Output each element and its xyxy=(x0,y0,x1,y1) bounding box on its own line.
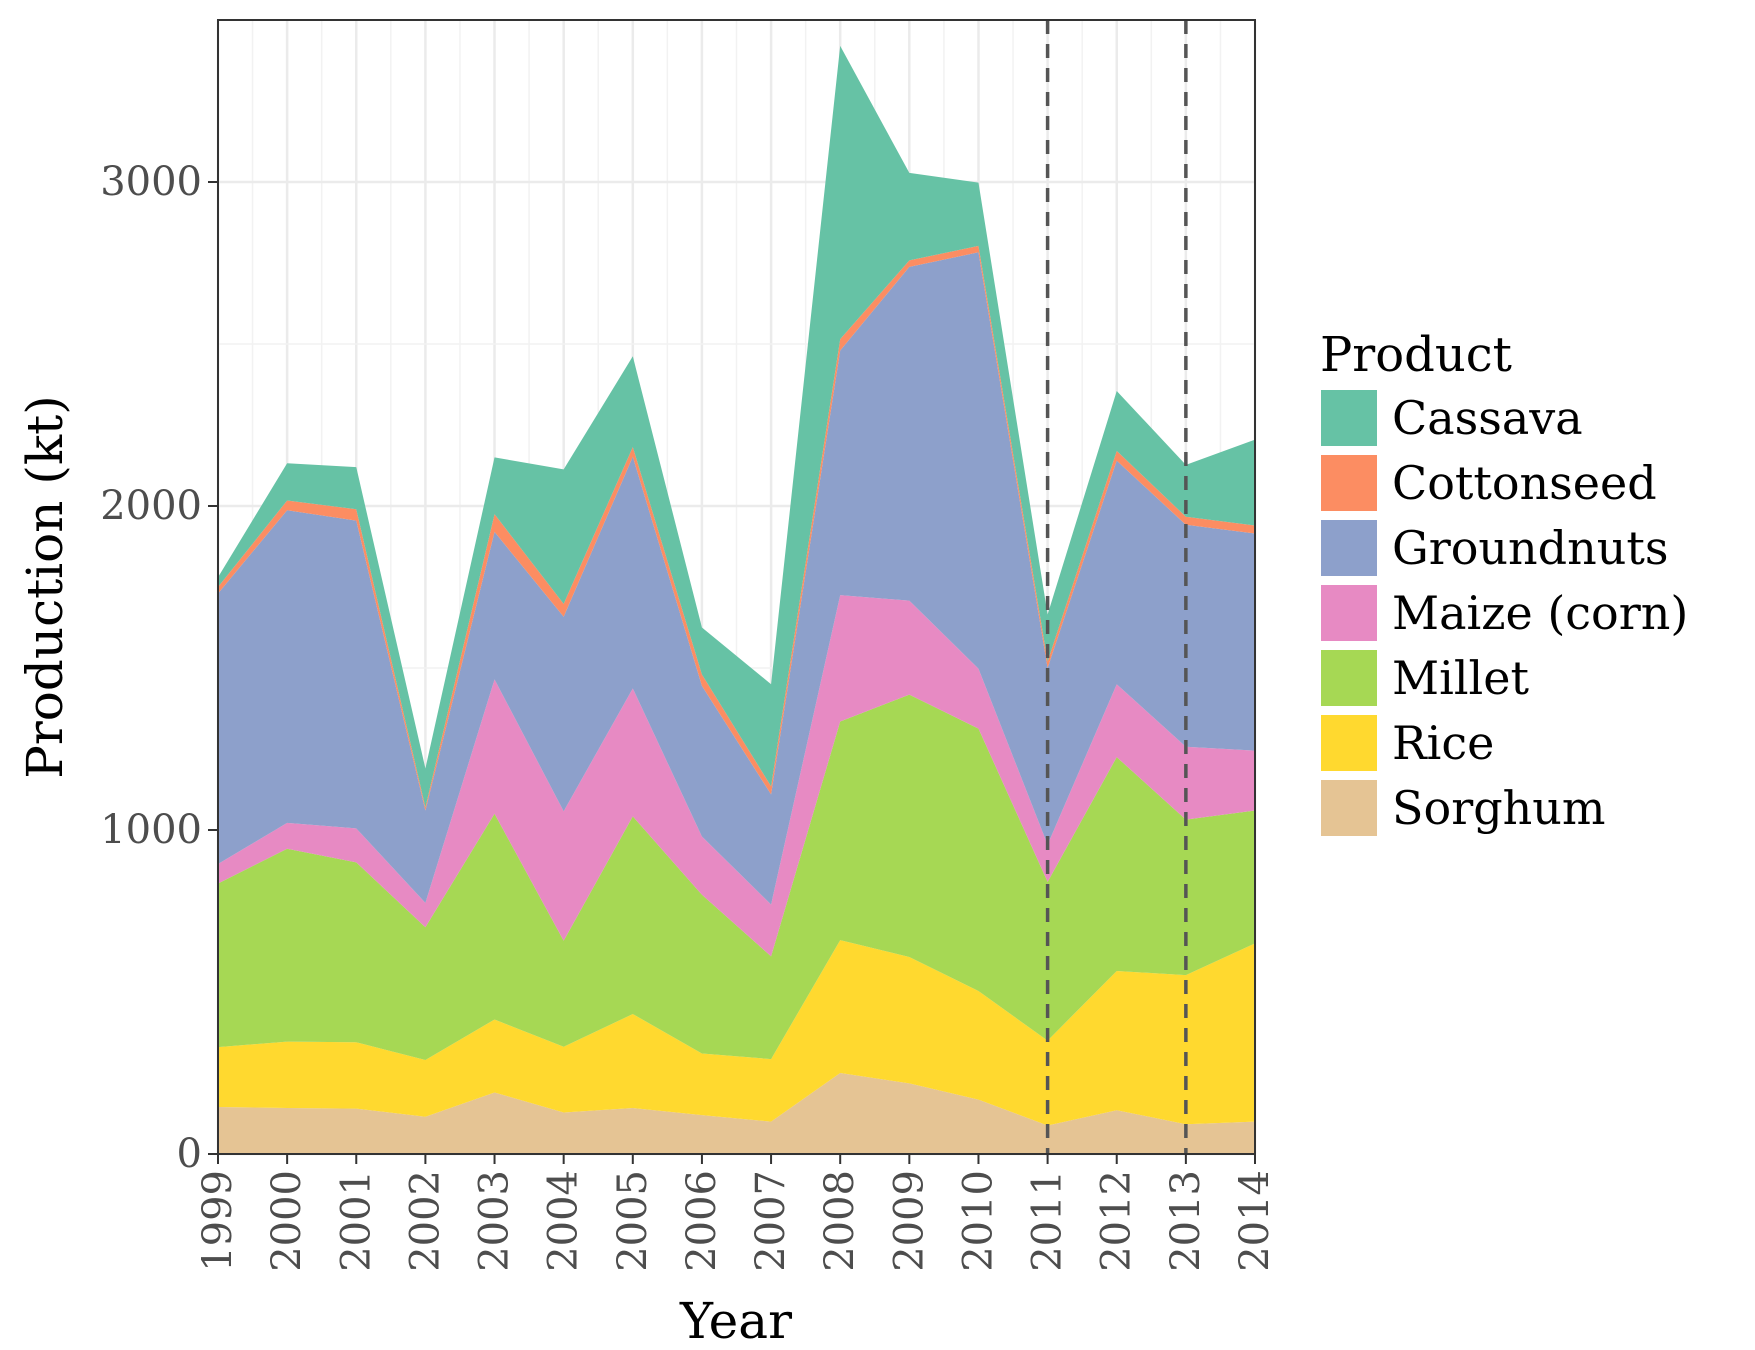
x-tick-label: 2011 xyxy=(1025,1170,1071,1272)
x-tick-label: 1999 xyxy=(195,1170,241,1272)
y-axis-title: Production (kt) xyxy=(16,395,74,779)
y-axis: 0 1000 2000 3000 xyxy=(100,159,218,1177)
x-tick-label: 2006 xyxy=(679,1170,725,1272)
y-tick-label: 0 xyxy=(177,1131,202,1177)
x-tick-label: 2013 xyxy=(1163,1170,1209,1272)
legend-swatch xyxy=(1319,778,1379,838)
x-tick-label: 2005 xyxy=(610,1170,656,1272)
legend: Product Cassava Cottonseed Groundnuts Maize… xyxy=(1319,327,1688,838)
area-layers xyxy=(218,45,1255,1154)
legend-swatch xyxy=(1319,648,1379,708)
area-rice xyxy=(218,940,1255,1126)
legend-swatch xyxy=(1319,583,1379,643)
legend-label: Cottonseed xyxy=(1392,456,1657,510)
reference-lines xyxy=(1045,20,1188,1154)
x-tick-label: 2009 xyxy=(886,1170,932,1272)
y-tick-label: 3000 xyxy=(100,159,202,205)
y-tick-label: 1000 xyxy=(100,807,202,853)
x-tick-label: 2012 xyxy=(1094,1170,1140,1272)
x-tick-label: 2002 xyxy=(402,1170,448,1272)
area-groundnuts xyxy=(218,252,1255,905)
legend-swatch xyxy=(1319,713,1379,773)
x-tick-label: 2000 xyxy=(264,1170,310,1272)
legend-label: Rice xyxy=(1392,716,1494,770)
legend-label: Sorghum xyxy=(1392,781,1606,835)
legend-label: Maize (corn) xyxy=(1392,586,1688,640)
legend-swatch xyxy=(1319,388,1379,448)
area-maize-corn xyxy=(218,595,1255,957)
x-tick-label: 2007 xyxy=(748,1170,794,1272)
legend-label: Groundnuts xyxy=(1392,521,1668,575)
x-tick-label: 2014 xyxy=(1232,1170,1278,1272)
plot-border xyxy=(217,19,1256,1155)
legend-label: Cassava xyxy=(1392,391,1583,445)
x-axis: 1999 2000 2001 2002 2003 2004 2005 2006 2007 2008… xyxy=(195,1154,1278,1272)
legend-swatch xyxy=(1319,453,1379,513)
x-axis-title: Year xyxy=(679,1292,792,1350)
x-tick-label: 2004 xyxy=(541,1170,587,1272)
x-tick-label: 2001 xyxy=(333,1170,379,1272)
x-tick-label: 2008 xyxy=(817,1170,863,1272)
area-millet xyxy=(218,694,1255,1061)
legend-label: Millet xyxy=(1392,651,1529,705)
legend-title: Product xyxy=(1320,327,1512,383)
x-tick-label: 2010 xyxy=(955,1170,1001,1272)
y-tick-label: 2000 xyxy=(100,483,202,529)
area-sorghum xyxy=(218,1073,1255,1154)
legend-swatch xyxy=(1319,518,1379,578)
x-tick-label: 2003 xyxy=(472,1170,518,1272)
